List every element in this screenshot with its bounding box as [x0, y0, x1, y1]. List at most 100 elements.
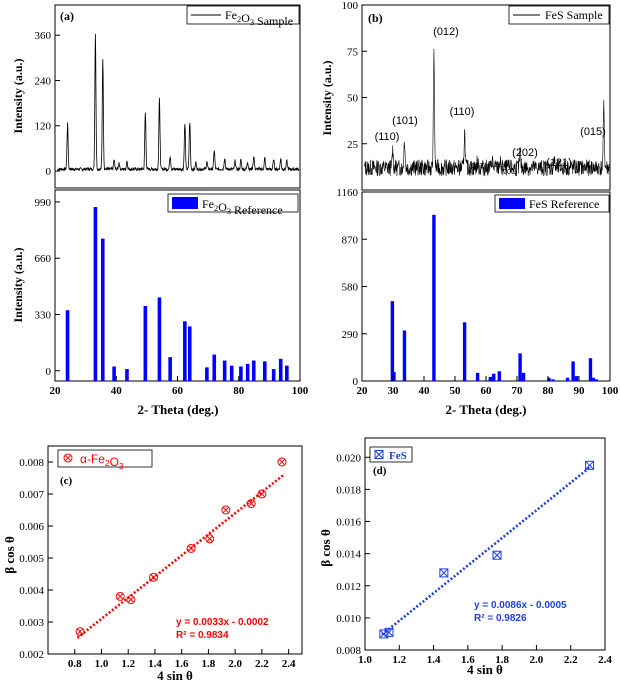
panel-d-xtick-label: 1.6: [461, 654, 475, 666]
panel-d-point-cross: [585, 460, 594, 470]
a_reference-bar: [278, 358, 283, 381]
panel-d-xtick-label: 2.2: [564, 654, 578, 666]
b_reference-bar: [497, 371, 502, 381]
b_reference-bar: [518, 353, 522, 381]
panel-d-legend-marker-cross: [374, 450, 384, 459]
panel-c-ytick-label: 0.007: [19, 489, 44, 501]
a_reference-bar: [245, 363, 250, 381]
a_reference-bar: [65, 310, 70, 381]
panel-d-point-cross: [492, 550, 502, 560]
panel-d-ytick-label: 0.008: [336, 645, 361, 657]
panel-a-reference-ytick-label: 990: [35, 197, 52, 209]
panel-c-xlabel: 4 sin θ: [157, 668, 193, 683]
b_reference-bar: [392, 372, 396, 381]
panel-c-fit-r2: R² = 0.9834: [176, 630, 229, 641]
panel-d-point-cross: [384, 627, 394, 637]
panel-d-xlabel: 4 sin θ: [467, 662, 503, 677]
panel-d-fit-equation: y = 0.0086x - 0.0005: [474, 600, 567, 611]
panel-d-point-square: [439, 568, 449, 578]
panel-b-peak-label: (202): [512, 147, 538, 159]
panel-d-xtick-label: 1.0: [358, 654, 372, 666]
panel-a-sample-frame: [54, 4, 301, 189]
panel-b-peak-label: (121): [546, 157, 572, 169]
panel-b-sample-legend-box: [508, 5, 610, 25]
panel-c-ytick-label: 0.005: [19, 553, 44, 565]
panel-c-point-cross: [150, 574, 157, 581]
a_reference-bar: [271, 369, 276, 381]
panel-a-reference-ytick-label: 660: [35, 253, 52, 265]
panel-d-fit-r2: R² = 0.9826: [474, 613, 527, 624]
panel-d-legend-marker: [374, 450, 384, 459]
panel-c-ytick-label: 0.003: [19, 617, 44, 629]
a_reference-bar: [112, 366, 116, 381]
panel-c-xtick-label: 1.4: [148, 658, 162, 670]
panel-c-ytick-label: 0.004: [19, 585, 44, 597]
a_sample-series-line: [57, 33, 300, 173]
panel-d-point-square: [492, 550, 502, 560]
b_reference-bar: [591, 377, 595, 381]
panel-b-reference-xtick-label: 60: [481, 385, 493, 397]
b_reference-bar: [571, 361, 575, 381]
panel-c-point-cross: [117, 593, 124, 600]
panel-a-reference-legend-text: Fe2O3 Reference: [202, 197, 283, 217]
panel-d-point: [384, 627, 394, 637]
panel-c-xtick-label: 2.2: [255, 658, 269, 670]
panel-d-frame: [364, 437, 606, 651]
panel-c-point-cross: [248, 500, 255, 507]
panel-b-peak-label: (110): [375, 131, 400, 143]
panel-a-sample-ytick-label: 360: [35, 30, 52, 42]
panel-c-point-circle: [221, 505, 231, 515]
panel-b-reference-ytick-label: 580: [342, 282, 359, 294]
a_reference-bar: [125, 369, 129, 381]
panel-a-sample-ytick-label: 120: [35, 121, 52, 133]
panel-c-point-circle: [186, 543, 196, 553]
panel-c-ytick-label: 0.006: [19, 521, 44, 533]
panel-c-point: [186, 543, 196, 553]
a_reference-bar: [285, 365, 289, 381]
panel-b-reference-ytick-label: 1160: [336, 187, 358, 199]
panel-a-reference-xtick-label: 100: [292, 385, 309, 397]
panel-d-point: [585, 460, 595, 470]
a_reference-bar: [183, 321, 187, 381]
panel-c-point: [149, 572, 159, 582]
panel-b-peak-label: (013): [469, 163, 485, 170]
panel-a-xlabel: 2- Theta (deg.): [137, 402, 218, 417]
b_reference-bar: [462, 322, 467, 381]
panel-a-sample-ylabel: Intensity (a.u.): [11, 58, 25, 133]
panel-a-reference-ylabel: Intensity (a.u.): [11, 247, 25, 322]
panel-c-point: [221, 505, 231, 515]
panel-b-peak-label: (012): [433, 26, 459, 38]
panel-b-peak-label: (101): [392, 115, 418, 127]
panel-c-point-circle: [205, 534, 215, 544]
panel-a-sample-legend-text: Fe2O3 Sample: [225, 8, 293, 28]
panel-b-reference-xtick-label: 30: [388, 385, 400, 397]
panel-c-point-cross: [76, 628, 84, 635]
panel-c-xtick-label: 1.0: [95, 658, 109, 670]
panel-c-legend-marker: [63, 453, 73, 463]
panel-d-ytick-label: 0.010: [336, 613, 361, 625]
a_reference-bar: [93, 207, 98, 381]
b_reference-bar: [402, 330, 407, 381]
panel-c-point-cross: [278, 458, 286, 466]
panel-d-ytick-label: 0.014: [336, 549, 361, 561]
panel-b-reference-legend-text: FeS Reference: [529, 197, 599, 211]
panel-d-point-square: [384, 627, 394, 637]
panel-b-label: (b): [368, 11, 383, 25]
panel-c-frame: [47, 445, 303, 655]
a_reference-bar: [168, 357, 172, 381]
panel-d-xtick-label: 1.8: [495, 654, 509, 666]
panel-b-sample-ytick-label: 50: [347, 93, 359, 105]
panel-c-point-cross: [206, 535, 213, 542]
b_sample-series-line: [364, 48, 610, 177]
a_reference-bar: [229, 365, 234, 381]
panel-c-ylabel: β cos θ: [2, 536, 17, 574]
a_reference-bar: [262, 361, 267, 381]
panel-c-point: [75, 627, 85, 637]
panel-a-sample-ytick-label: 240: [35, 75, 52, 87]
panel-c-point: [246, 499, 256, 509]
a_reference-bar: [187, 326, 192, 381]
panel-a-label: (a): [60, 9, 74, 23]
panel-d-fit-line: [381, 465, 593, 636]
b_reference-bar: [432, 214, 436, 381]
panel-d-xtick-label: 2.0: [530, 654, 544, 666]
